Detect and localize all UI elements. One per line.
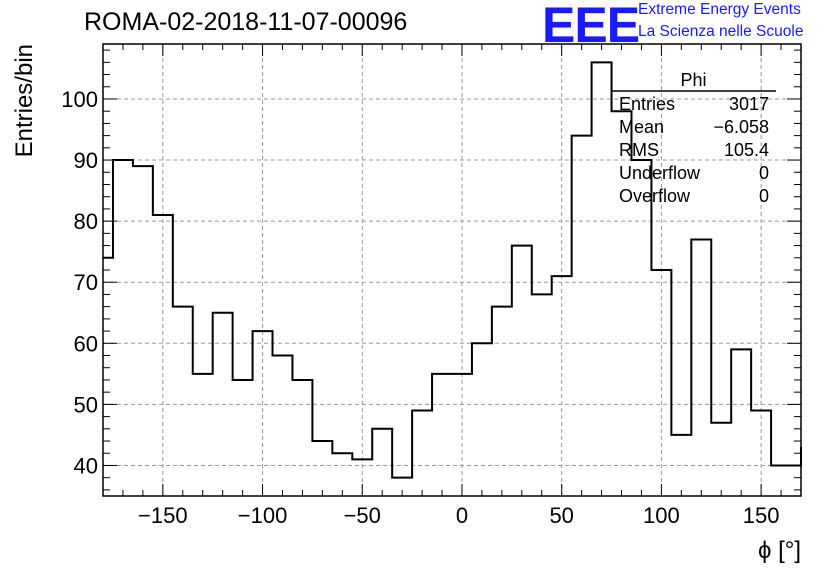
stats-value: 0 — [759, 186, 769, 206]
y-tick-label: 60 — [74, 331, 98, 356]
stats-value: 105.4 — [724, 140, 769, 160]
stats-label: Entries — [619, 94, 675, 114]
stats-value: −6.058 — [713, 117, 769, 137]
x-tick-label: −50 — [344, 503, 381, 528]
y-tick-label: 70 — [74, 270, 98, 295]
chart-title: ROMA-02-2018-11-07-00096 — [84, 8, 408, 36]
y-tick-label: 100 — [61, 87, 98, 112]
y-tick-label: 50 — [74, 392, 98, 417]
y-tick-label: 80 — [74, 209, 98, 234]
y-tick-label: 40 — [74, 453, 98, 478]
x-axis-label: ϕ [°] — [758, 537, 801, 564]
stats-box-title: Phi — [680, 70, 706, 90]
brand-line-2: La Scienza nelle Scuole — [638, 23, 804, 40]
stats-label: Underflow — [619, 163, 701, 183]
x-tick-label: −100 — [238, 503, 288, 528]
histogram-series-phi — [103, 61, 802, 479]
brand-line-1: Extreme Energy Events — [638, 1, 801, 18]
y-tick-label: 90 — [74, 148, 98, 173]
stats-value: 0 — [759, 163, 769, 183]
stats-value: 3017 — [729, 94, 769, 114]
x-tick-label: 0 — [456, 503, 468, 528]
stats-label: RMS — [619, 140, 659, 160]
y-axis-label: Entries/bin — [11, 44, 38, 157]
x-tick-label: 50 — [549, 503, 573, 528]
stats-label: Overflow — [619, 186, 691, 206]
plot-frame — [102, 43, 802, 497]
x-tick-label: −150 — [138, 503, 188, 528]
x-tick-label: 150 — [743, 503, 780, 528]
x-tick-label: 100 — [643, 503, 680, 528]
stats-label: Mean — [619, 117, 664, 137]
